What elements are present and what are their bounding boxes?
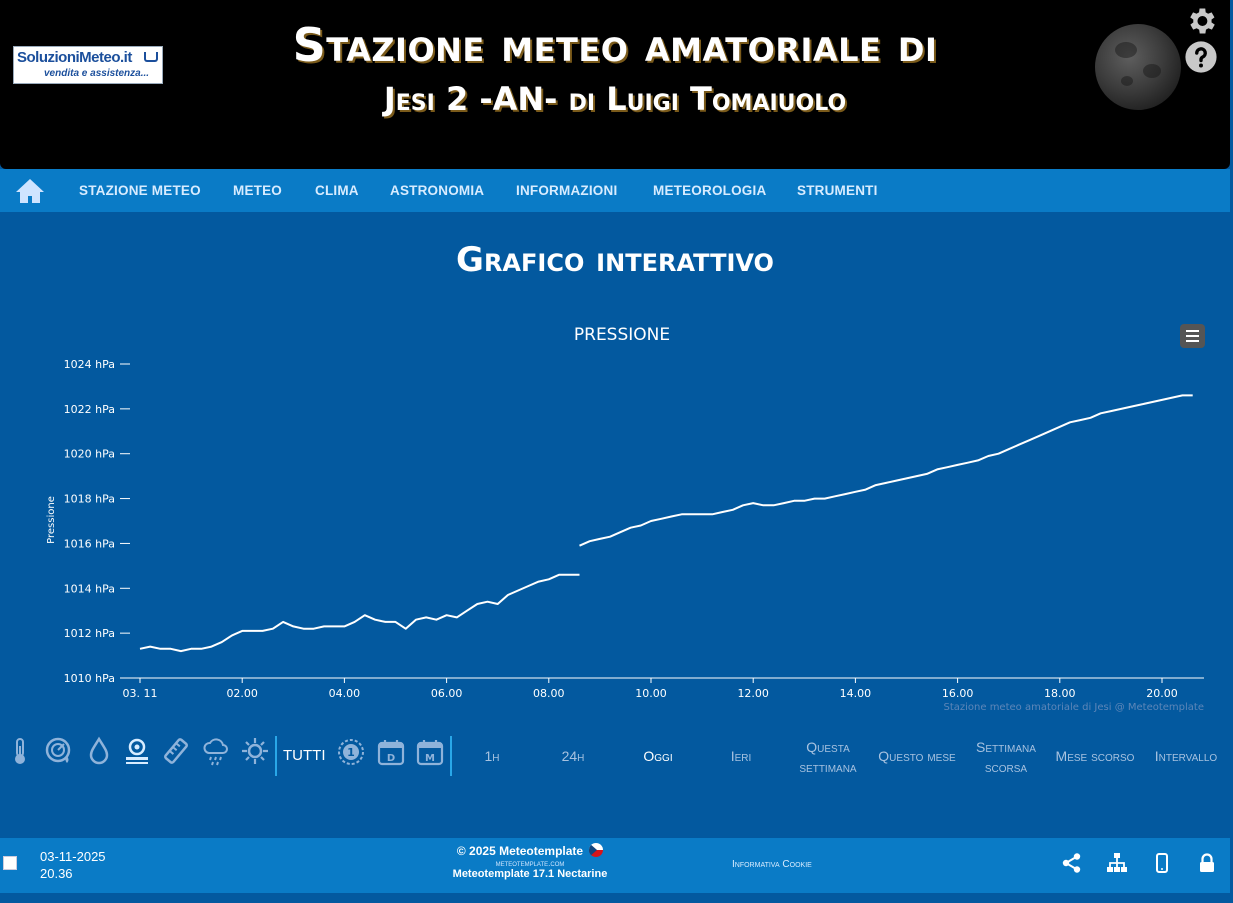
pressure-gauge-icon[interactable] bbox=[44, 736, 74, 766]
cart-icon bbox=[144, 52, 158, 62]
pressure-chart[interactable]: PRESSIONE Pressione 1010 hPa 1012 hPa 1014… bbox=[0, 310, 1230, 720]
y-tick-label: 1024 hPa bbox=[64, 358, 115, 371]
x-tick-label: 12.00 bbox=[737, 687, 769, 700]
x-axis: 03. 11 02.00 04.00 06.00 08.00 10.00 12.00 14.0… bbox=[120, 677, 1204, 700]
y-tick-label: 1016 hPa bbox=[64, 537, 115, 550]
copyright-text[interactable]: © 2025 Meteotemplate bbox=[456, 844, 584, 858]
thermometer-icon[interactable] bbox=[5, 736, 35, 766]
y-tick-label: 1018 hPa bbox=[64, 493, 115, 506]
range-questo-mese[interactable]: Questo mese bbox=[878, 748, 956, 764]
logo-subtext: vendita e assistenza... bbox=[44, 68, 150, 79]
mobile-icon[interactable] bbox=[1151, 852, 1173, 874]
x-tick-label: 04.00 bbox=[329, 687, 361, 700]
footer-credits: © 2025 Meteotemplate meteotemplate.com M… bbox=[420, 843, 640, 880]
x-tick-label: 10.00 bbox=[635, 687, 667, 700]
chart-svg[interactable]: PRESSIONE Pressione 1010 hPa 1012 hPa 1014… bbox=[0, 310, 1230, 720]
site-url[interactable]: meteotemplate.com bbox=[495, 859, 565, 868]
pressure-line-segment[interactable] bbox=[139, 573, 580, 653]
x-tick-label: 03. 11 bbox=[123, 687, 158, 700]
broken-image bbox=[3, 856, 17, 870]
x-tick-label: 16.00 bbox=[942, 687, 974, 700]
range-oggi[interactable]: Oggi bbox=[643, 748, 673, 764]
sun-icon[interactable] bbox=[240, 736, 270, 766]
site-title-line2: Jesi 2 -AN- di Luigi Tomaiuolo bbox=[383, 80, 847, 118]
home-icon[interactable] bbox=[14, 177, 46, 205]
x-tick-label: 18.00 bbox=[1044, 687, 1076, 700]
y-axis-label: Pressione bbox=[46, 496, 57, 544]
sitemap-icon[interactable] bbox=[1106, 852, 1128, 874]
footer: 03-11-2025 20.36 © 2025 Meteotemplate me… bbox=[0, 838, 1230, 893]
logo-text: SoluzioniMeteo.it bbox=[17, 49, 132, 66]
all-variables-button[interactable]: TUTTI bbox=[283, 747, 326, 764]
help-icon[interactable] bbox=[1184, 40, 1218, 74]
humidity-drop-icon[interactable] bbox=[84, 736, 114, 766]
y-tick-label: 1022 hPa bbox=[64, 403, 115, 416]
moon-phase-icon[interactable] bbox=[1095, 24, 1181, 110]
chart-toolbar: TUTTI 1 D M 1h 24h Oggi Ieri Questa sett… bbox=[0, 728, 1230, 788]
y-axis: 1010 hPa 1012 hPa 1014 hPa 1016 hPa 1018 hPa… bbox=[64, 358, 130, 685]
x-tick-label: 14.00 bbox=[840, 687, 872, 700]
x-tick-label: 08.00 bbox=[533, 687, 565, 700]
pressure-line-segment[interactable] bbox=[579, 394, 1193, 547]
y-tick-label: 1010 hPa bbox=[64, 672, 115, 685]
footer-datetime: 03-11-2025 20.36 bbox=[40, 848, 106, 882]
calendar-day-icon[interactable]: D bbox=[376, 737, 406, 767]
version-text: Meteotemplate 17.1 Nectarine bbox=[452, 868, 608, 880]
footer-time: 20.36 bbox=[40, 866, 73, 881]
chart-title: PRESSIONE bbox=[574, 325, 670, 345]
rain-gauge-icon[interactable] bbox=[161, 736, 191, 766]
range-settimana-scorsa[interactable]: Settimana scorsa bbox=[976, 739, 1036, 775]
gear-icon[interactable] bbox=[1184, 4, 1218, 38]
cookie-policy-link[interactable]: Informativa Cookie bbox=[732, 859, 812, 870]
nav-stazione-meteo[interactable]: STAZIONE METEO bbox=[79, 183, 201, 198]
y-tick-label: 1014 hPa bbox=[64, 582, 115, 595]
main-nav: STAZIONE METEO METEO CLIMA ASTRONOMIA IN… bbox=[0, 169, 1230, 212]
sponsor-logo[interactable]: SoluzioniMeteo.it vendita e assistenza..… bbox=[13, 46, 163, 84]
range-ieri[interactable]: Ieri bbox=[730, 748, 752, 764]
range-intervallo[interactable]: Intervallo bbox=[1154, 748, 1218, 764]
series-pressione[interactable] bbox=[139, 394, 1193, 653]
range-questa-settimana[interactable]: Questa settimana bbox=[799, 739, 857, 775]
range-24h[interactable]: 24h bbox=[561, 748, 585, 764]
nav-astronomia[interactable]: ASTRONOMIA bbox=[390, 183, 485, 198]
site-title-line1: Stazione meteo amatoriale di bbox=[292, 18, 938, 72]
czech-flag-icon bbox=[589, 843, 604, 857]
one-day-label: 1 bbox=[347, 746, 355, 759]
nav-informazioni[interactable]: INFORMAZIONI bbox=[516, 183, 618, 198]
chart-menu-button[interactable] bbox=[1180, 324, 1205, 348]
chart-credit[interactable]: Stazione meteo amatoriale di Jesi @ Mete… bbox=[943, 702, 1204, 713]
lock-icon[interactable] bbox=[1196, 852, 1218, 874]
x-tick-label: 20.00 bbox=[1146, 687, 1178, 700]
share-icon[interactable] bbox=[1061, 852, 1083, 874]
calendar-month-icon[interactable]: M bbox=[415, 737, 445, 767]
y-tick-label: 1020 hPa bbox=[64, 448, 115, 461]
page-title: Grafico interattivo bbox=[456, 240, 774, 280]
range-1h[interactable]: 1h bbox=[484, 748, 500, 764]
day-label: D bbox=[387, 753, 395, 764]
y-tick-label: 1012 hPa bbox=[64, 627, 115, 640]
month-label: M bbox=[425, 753, 435, 764]
range-mese-scorso[interactable]: Mese scorso bbox=[1055, 748, 1135, 764]
footer-date: 03-11-2025 bbox=[40, 849, 106, 864]
toolbar-divider bbox=[450, 736, 452, 776]
precipitation-cloud-icon[interactable] bbox=[201, 736, 231, 766]
x-tick-label: 02.00 bbox=[226, 687, 258, 700]
header: SoluzioniMeteo.it vendita e assistenza..… bbox=[0, 0, 1230, 169]
x-tick-label: 06.00 bbox=[431, 687, 463, 700]
nav-meteorologia[interactable]: METEOROLOGIA bbox=[653, 183, 767, 198]
nav-meteo[interactable]: METEO bbox=[233, 183, 283, 198]
nav-strumenti[interactable]: STRUMENTI bbox=[797, 183, 878, 198]
one-day-icon[interactable]: 1 bbox=[336, 737, 366, 767]
wind-icon[interactable] bbox=[122, 736, 152, 766]
toolbar-divider bbox=[275, 736, 277, 776]
nav-clima[interactable]: CLIMA bbox=[315, 183, 359, 198]
